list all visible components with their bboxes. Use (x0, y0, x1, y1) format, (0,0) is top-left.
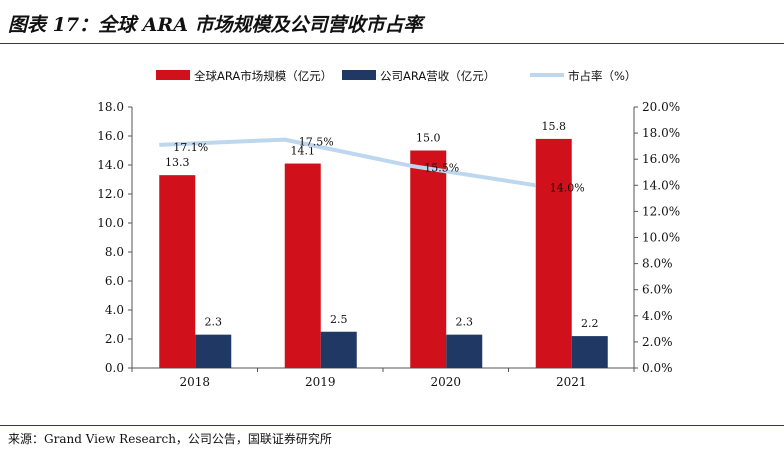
left-axis-tick-label: 8.0 (105, 245, 124, 259)
source-divider (0, 425, 784, 426)
market-size-data-label: 13.3 (165, 156, 190, 169)
market-share-data-label: 14.0% (550, 181, 585, 194)
right-axis-tick-label: 4.0% (642, 309, 673, 323)
right-axis-tick-label: 6.0% (642, 283, 673, 297)
left-axis-tick-label: 4.0 (105, 303, 124, 317)
right-axis-tick-label: 0.0% (642, 361, 673, 375)
market-share-data-label: 15.5% (424, 162, 459, 175)
x-axis-tick-label: 2021 (556, 375, 587, 389)
market-size-data-label: 15.0 (416, 132, 441, 145)
x-axis-tick-label: 2019 (305, 375, 336, 389)
company-revenue-data-label: 2.3 (205, 316, 223, 329)
market-size-bar (535, 138, 572, 368)
market-size-data-label: 15.8 (542, 120, 567, 133)
left-axis-tick-label: 6.0 (105, 274, 124, 288)
right-axis-tick-label: 8.0% (642, 257, 673, 271)
legend-company-revenue-label: 公司ARA营收（亿元） (380, 69, 495, 83)
company-revenue-bar (446, 334, 483, 368)
title-divider (0, 43, 784, 44)
company-revenue-data-label: 2.3 (456, 316, 474, 329)
right-axis-tick-label: 20.0% (642, 100, 680, 114)
market-share-line (159, 137, 537, 188)
company-revenue-bar (195, 334, 232, 368)
chart-svg: 0.0 2.0 4.0 6.0 8.0 10.0 12.0 14.0 16.0 18.0 0.0% 2… (97, 69, 680, 389)
company-revenue-bar (571, 336, 608, 368)
company-revenue-bar (320, 331, 357, 368)
x-axis-tick-label: 2018 (179, 375, 210, 389)
chart-title: 图表 17：全球 ARA 市场规模及公司营收市占率 (8, 14, 423, 36)
right-axis-tick-label: 12.0% (642, 204, 680, 218)
right-axis-tick-label: 2.0% (642, 335, 673, 349)
left-axis-tick-label: 10.0 (97, 216, 124, 230)
market-size-data-label: 14.1 (291, 145, 316, 158)
source-note: 来源：Grand View Research，公司公告，国联证券研究所 (8, 432, 332, 446)
market-share-data-label: 17.1% (173, 141, 208, 154)
left-axis-tick-label: 12.0 (97, 187, 124, 201)
left-axis-tick-label: 0.0 (105, 361, 124, 375)
legend-market-share-label: 市占率（%） (568, 69, 636, 83)
legend-market-size-swatch (156, 70, 190, 80)
legend-market-size-label: 全球ARA市场规模（亿元） (194, 69, 332, 83)
right-axis-tick-label: 10.0% (642, 231, 680, 245)
company-revenue-data-label: 2.2 (581, 317, 599, 330)
company-revenue-data-label: 2.5 (330, 313, 348, 326)
left-axis-tick-label: 14.0 (97, 158, 124, 172)
market-size-bar (284, 163, 321, 368)
market-size-bar (410, 150, 447, 368)
x-axis-tick-label: 2020 (430, 375, 461, 389)
left-axis-tick-label: 16.0 (97, 129, 124, 143)
market-share-data-label: 17.5% (299, 136, 334, 149)
left-axis-tick-label: 18.0 (97, 100, 124, 114)
left-axis-tick-label: 2.0 (105, 332, 124, 346)
legend-company-revenue-swatch (342, 70, 376, 80)
right-axis-tick-label: 14.0% (642, 178, 680, 192)
market-size-bar (159, 175, 196, 368)
right-axis-tick-label: 18.0% (642, 126, 680, 140)
right-axis-tick-label: 16.0% (642, 152, 680, 166)
